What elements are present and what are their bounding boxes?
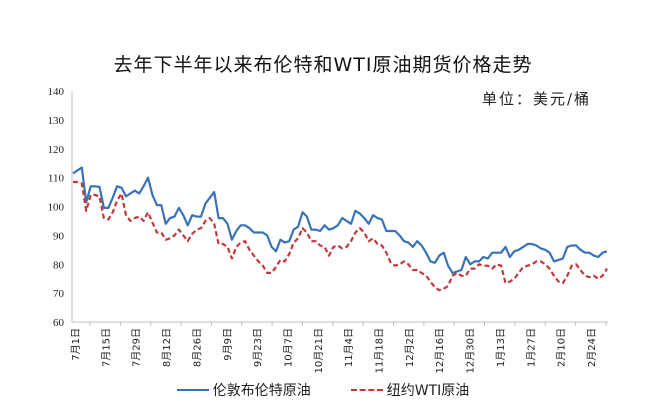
svg-text:130: 130 — [48, 115, 65, 127]
svg-text:7月1日: 7月1日 — [70, 328, 82, 361]
x-axis: 7月1日 7月15日 7月29日 8月12日 8月26日 9月9日 9月23日 10月7日 10… — [70, 321, 608, 373]
legend-item-wti: 纽约WTI原油 — [350, 380, 470, 400]
svg-text:8月26日: 8月26日 — [191, 328, 203, 367]
svg-text:100: 100 — [48, 202, 65, 214]
svg-text:110: 110 — [48, 173, 65, 185]
svg-text:120: 120 — [48, 144, 65, 156]
svg-text:12月2日: 12月2日 — [404, 328, 416, 367]
svg-text:90: 90 — [53, 230, 65, 242]
svg-text:9月9日: 9月9日 — [222, 328, 234, 361]
svg-text:10月21日: 10月21日 — [313, 328, 325, 373]
svg-text:11月4日: 11月4日 — [343, 328, 355, 367]
svg-text:2月10日: 2月10日 — [556, 328, 568, 367]
svg-text:10月7日: 10月7日 — [282, 328, 294, 367]
y-axis: 60 70 80 90 100 110 120 130 140 — [48, 86, 73, 329]
wti-line — [73, 180, 608, 292]
svg-text:8月12日: 8月12日 — [161, 328, 173, 367]
dashed-line-swatch-icon — [350, 389, 383, 391]
legend-label: 纽约WTI原油 — [386, 383, 470, 399]
legend-label: 伦敦布伦特原油 — [212, 383, 311, 399]
chart-title: 去年下半年以来布伦特和WTI原油期货价格走势 — [113, 54, 533, 76]
svg-text:70: 70 — [53, 288, 65, 300]
brent-line — [72, 166, 608, 274]
svg-text:60: 60 — [53, 317, 65, 329]
svg-text:12月16日: 12月16日 — [434, 328, 446, 373]
svg-text:9月23日: 9月23日 — [252, 328, 264, 367]
svg-text:2月24日: 2月24日 — [586, 328, 598, 367]
svg-text:7月29日: 7月29日 — [131, 328, 143, 367]
svg-text:7月15日: 7月15日 — [100, 328, 112, 367]
svg-text:1月13日: 1月13日 — [495, 328, 507, 367]
solid-line-swatch-icon — [176, 389, 209, 391]
plot-lines — [72, 166, 608, 292]
svg-text:80: 80 — [53, 259, 65, 271]
legend-item-brent: 伦敦布伦特原油 — [176, 380, 311, 400]
svg-text:1月27日: 1月27日 — [525, 328, 537, 367]
legend: 伦敦布伦特原油 纽约WTI原油 — [0, 380, 646, 400]
svg-text:11月18日: 11月18日 — [374, 328, 386, 373]
svg-text:12月30日: 12月30日 — [465, 328, 477, 373]
svg-text:140: 140 — [48, 86, 65, 98]
unit-label: 单位：美元/桶 — [482, 90, 592, 108]
